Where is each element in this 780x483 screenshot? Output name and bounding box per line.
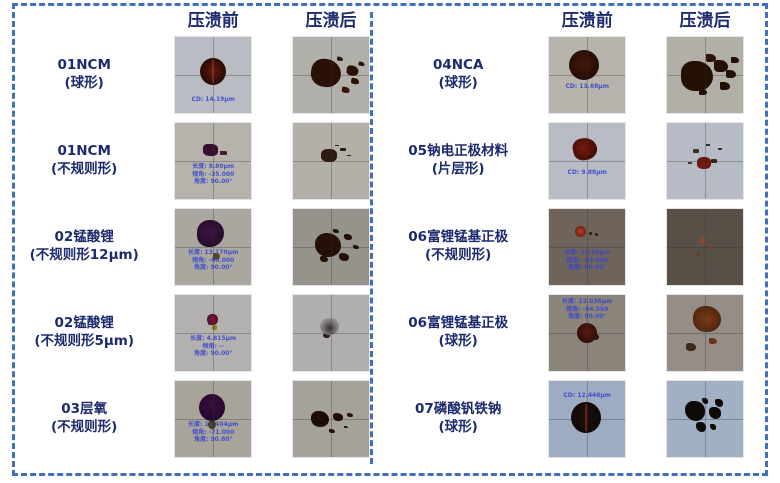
micro-cell	[647, 376, 763, 462]
micro-cell	[647, 204, 763, 290]
micro-image-before: 长度: 10.95μm 倾角: -64.000 角度: 90.00°	[549, 209, 626, 285]
micro-image-after	[293, 123, 370, 199]
micro-cell: 长度: 4.815μm 倾角: -- 角度: 90.00°	[153, 290, 273, 376]
panel-right: 压溃前 压溃后 04NCA (球形) CD: 13.68μm 05钠电正极材料 …	[389, 4, 763, 474]
micro-image-after	[293, 295, 370, 371]
measurement-overlay: 长度: 12.036μm 倾角: -94.550 角度: 90.00°	[562, 298, 613, 320]
column-header-before: 压溃前	[561, 10, 613, 31]
particle-icon	[197, 220, 225, 247]
particle-icon	[699, 237, 707, 244]
micro-image-before: 长度: 8.80μm 倾角: -35.000 角度: 90.00°	[175, 123, 252, 199]
micro-image-before: CD: 13.68μm	[549, 37, 626, 113]
micro-cell	[273, 118, 389, 204]
particle-icon	[693, 306, 722, 332]
measurement-overlay: CD: 13.68μm	[565, 83, 609, 90]
micro-cell	[647, 290, 763, 376]
micro-cell	[273, 376, 389, 462]
row-label: 01NCM (不规则形)	[51, 143, 118, 177]
micro-cell: CD: 14.19μm	[153, 32, 273, 118]
particle-icon	[321, 149, 338, 162]
particle-icon	[569, 50, 600, 80]
row-label: 01NCM (球形)	[57, 57, 111, 91]
micro-image-before: 长度: 4.815μm 倾角: -- 角度: 90.00°	[175, 295, 252, 371]
measurement-overlay: 长度: 11.404μm 倾角: -71.000 角度: 90.80°	[188, 421, 239, 443]
micro-image-after	[293, 209, 370, 285]
column-header-after: 压溃后	[679, 10, 731, 31]
particle-icon	[575, 226, 587, 237]
measurement-overlay: 长度: 4.815μm 倾角: -- 角度: 90.00°	[190, 335, 237, 357]
row-label: 06富锂锰基正极 (球形)	[408, 315, 509, 349]
particle-icon	[685, 401, 706, 421]
particle-icon	[577, 323, 598, 343]
measurement-overlay: 长度: 10.95μm 倾角: -64.000 角度: 90.00°	[564, 249, 611, 271]
row-label: 03层氧 (不规则形)	[51, 401, 118, 435]
particle-icon	[571, 135, 600, 163]
micro-image-after	[667, 295, 744, 371]
measurement-overlay: CD: 9.88μm	[567, 169, 607, 176]
figure-content: 压溃前 压溃后 01NCM (球形) CD: 14.19μm 01NCM (不规…	[15, 4, 763, 474]
micro-cell: 长度: 12.036μm 倾角: -94.550 角度: 90.00°	[527, 290, 647, 376]
row-label: 06富锂锰基正极 (不规则形)	[408, 229, 509, 263]
row-label: 02锰酸锂 (不规则形12μm)	[29, 229, 139, 263]
figure-border	[12, 3, 768, 476]
micro-cell: CD: 9.88μm	[527, 118, 647, 204]
particle-icon	[681, 61, 714, 91]
micro-cell: CD: 12.446μm	[527, 376, 647, 462]
measurement-overlay: 长度: 13.170μm 倾角: -80.000 角度: 90.00°	[188, 249, 239, 271]
micro-cell: 长度: 8.80μm 倾角: -35.000 角度: 90.00°	[153, 118, 273, 204]
particle-icon	[203, 144, 219, 156]
particle-icon	[207, 314, 219, 325]
micro-cell	[273, 32, 389, 118]
micro-cell	[647, 32, 763, 118]
measurement-overlay: 长度: 8.80μm 倾角: -35.000 角度: 90.00°	[192, 163, 235, 185]
micro-cell	[273, 204, 389, 290]
column-header-after: 压溃后	[305, 10, 357, 31]
micro-image-after	[667, 209, 744, 285]
micro-image-before: 长度: 11.404μm 倾角: -71.000 角度: 90.80°	[175, 381, 252, 457]
row-label: 04NCA (球形)	[432, 57, 484, 91]
particle-icon	[200, 58, 227, 85]
panel-divider	[370, 12, 373, 464]
particle-icon	[309, 57, 343, 89]
particle-icon	[199, 394, 226, 421]
measurement-overlay: CD: 14.19μm	[191, 95, 235, 103]
micro-image-before: 长度: 12.036μm 倾角: -94.550 角度: 90.00°	[549, 295, 626, 371]
micro-image-after	[293, 381, 370, 457]
row-label: 02锰酸锂 (不规则形5μm)	[34, 315, 135, 349]
row-label: 05钠电正极材料 (片层形)	[408, 143, 509, 177]
micro-cell: CD: 13.68μm	[527, 32, 647, 118]
micro-image-before: CD: 14.19μm	[175, 37, 252, 113]
micro-cell	[273, 290, 389, 376]
micro-image-after	[667, 123, 744, 199]
particle-icon	[311, 411, 330, 427]
row-label: 07磷酸钒铁钠 (球形)	[415, 401, 502, 435]
micro-image-before: CD: 12.446μm	[549, 381, 626, 457]
micro-image-before: 长度: 13.170μm 倾角: -80.000 角度: 90.00°	[175, 209, 252, 285]
particle-icon	[571, 402, 602, 433]
micro-image-after	[667, 381, 744, 457]
micro-cell: 长度: 10.95μm 倾角: -64.000 角度: 90.00°	[527, 204, 647, 290]
particle-icon	[315, 233, 342, 257]
measurement-overlay: CD: 12.446μm	[563, 392, 612, 399]
micro-cell	[647, 118, 763, 204]
particle-icon	[697, 157, 712, 169]
column-header-before: 压溃前	[187, 10, 239, 31]
particle-icon	[320, 318, 340, 335]
micro-cell: 长度: 13.170μm 倾角: -80.000 角度: 90.00°	[153, 204, 273, 290]
micro-image-after	[293, 37, 370, 113]
micro-cell: 长度: 11.404μm 倾角: -71.000 角度: 90.80°	[153, 376, 273, 462]
micro-image-before: CD: 9.88μm	[549, 123, 626, 199]
micro-image-after	[667, 37, 744, 113]
panel-left: 压溃前 压溃后 01NCM (球形) CD: 14.19μm 01NCM (不规…	[15, 4, 389, 474]
